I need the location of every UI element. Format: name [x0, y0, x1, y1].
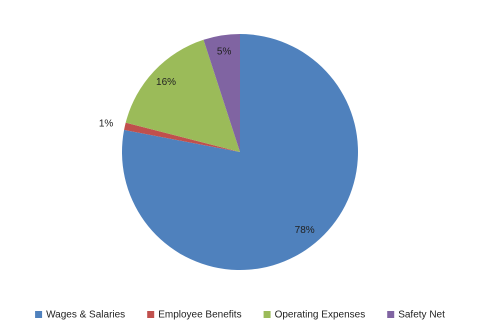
data-label: 16%	[156, 77, 176, 88]
legend-label: Operating Expenses	[275, 310, 366, 321]
pie-slice	[203, 34, 240, 152]
legend-swatch	[147, 311, 155, 318]
data-label: 1%	[99, 118, 114, 129]
legend-swatch	[387, 311, 395, 318]
legend-swatch	[35, 311, 43, 318]
pie-slice	[125, 39, 240, 152]
pie-slice	[124, 122, 240, 152]
legend-label: Employee Benefits	[158, 310, 241, 321]
data-label: 5%	[217, 46, 232, 57]
legend-label: Safety Net	[398, 310, 445, 321]
legend-swatch	[263, 311, 271, 318]
legend-label: Wages & Salaries	[46, 310, 125, 321]
data-label: 78%	[295, 225, 315, 236]
